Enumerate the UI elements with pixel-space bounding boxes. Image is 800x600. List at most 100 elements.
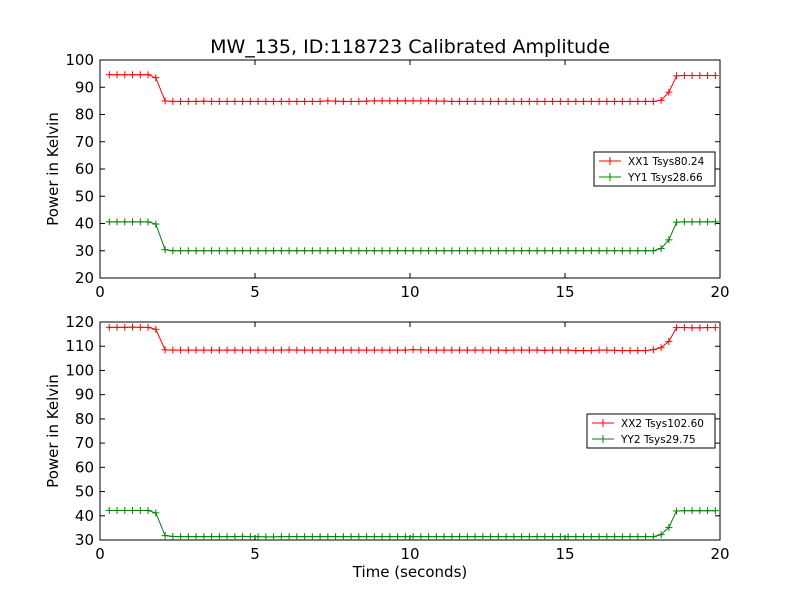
data-point	[432, 97, 440, 105]
data-point	[487, 97, 495, 105]
legend: XX1 Tsys80.24 YY1 Tsys28.66	[593, 151, 716, 187]
data-point	[448, 346, 456, 354]
data-point	[270, 97, 278, 105]
data-point	[370, 97, 378, 105]
data-point	[665, 88, 673, 96]
data-point	[177, 533, 185, 541]
data-point	[642, 247, 650, 255]
y-tick-label: 50	[75, 483, 94, 501]
data-point	[215, 247, 223, 255]
data-point	[113, 323, 121, 331]
data-point	[192, 346, 200, 354]
data-point	[541, 97, 549, 105]
data-point	[239, 346, 247, 354]
data-point	[518, 346, 526, 354]
data-point	[541, 247, 549, 255]
x-tick-label: 15	[555, 545, 574, 563]
data-point	[184, 346, 192, 354]
data-point	[479, 533, 487, 541]
data-point	[293, 346, 301, 354]
data-point	[239, 247, 247, 255]
series-yy	[105, 218, 719, 255]
data-point	[200, 533, 208, 541]
data-point	[144, 323, 152, 331]
data-point	[339, 247, 347, 255]
data-point	[603, 247, 611, 255]
data-point	[184, 97, 192, 105]
data-point	[363, 247, 371, 255]
data-point	[533, 533, 541, 541]
data-point	[680, 72, 688, 80]
data-point	[308, 247, 316, 255]
y-tick-label: 40	[75, 507, 94, 525]
data-point	[456, 346, 464, 354]
data-point	[634, 533, 642, 541]
data-point	[347, 97, 355, 105]
data-point	[355, 247, 363, 255]
data-point	[533, 97, 541, 105]
data-point	[355, 97, 363, 105]
data-point	[549, 533, 557, 541]
data-point	[518, 533, 526, 541]
data-point	[324, 346, 332, 354]
data-point	[401, 533, 409, 541]
legend-label: XX2 Tsys102.60	[621, 418, 704, 430]
data-point	[144, 71, 152, 79]
data-point	[347, 346, 355, 354]
data-point	[502, 247, 510, 255]
data-point	[595, 346, 603, 354]
data-point	[595, 247, 603, 255]
x-tick-label: 20	[710, 283, 729, 301]
data-point	[502, 97, 510, 105]
data-point	[401, 346, 409, 354]
data-point	[113, 71, 121, 79]
data-point	[285, 97, 293, 105]
data-point	[254, 533, 262, 541]
data-point	[456, 97, 464, 105]
data-point	[510, 97, 518, 105]
data-point	[417, 346, 425, 354]
data-point	[136, 323, 144, 331]
data-point	[192, 247, 200, 255]
data-point	[409, 346, 417, 354]
data-point	[642, 533, 650, 541]
data-point	[463, 97, 471, 105]
data-point	[192, 533, 200, 541]
data-point	[510, 346, 518, 354]
data-point	[136, 71, 144, 79]
data-point	[611, 247, 619, 255]
data-point	[394, 247, 402, 255]
data-point	[564, 533, 572, 541]
data-point	[285, 346, 293, 354]
x-tick-label: 5	[250, 283, 260, 301]
data-point	[347, 247, 355, 255]
data-point	[200, 97, 208, 105]
legend: XX2 Tsys102.60 YY2 Tsys29.75	[586, 413, 716, 449]
data-point	[603, 97, 611, 105]
data-point	[587, 347, 595, 355]
data-point	[129, 218, 137, 226]
data-point	[587, 247, 595, 255]
data-point	[386, 533, 394, 541]
data-point	[572, 347, 580, 355]
y-tick-label: 20	[75, 269, 94, 287]
data-point	[152, 509, 160, 517]
data-point	[711, 507, 719, 515]
data-point	[270, 533, 278, 541]
data-point	[409, 533, 417, 541]
y-axis-label: Power in Kelvin	[44, 112, 62, 226]
data-point	[136, 218, 144, 226]
data-point	[432, 247, 440, 255]
data-point	[293, 97, 301, 105]
y-tick-label: 60	[75, 458, 94, 476]
data-point	[479, 247, 487, 255]
bottom-subplot: 0 5 10 15 20 30 40 50 60 70 80 90 100 110 120 Power in …	[44, 313, 730, 563]
data-point	[642, 97, 650, 105]
data-point	[363, 97, 371, 105]
data-point	[696, 507, 704, 515]
data-point	[634, 347, 642, 355]
data-point	[254, 97, 262, 105]
data-point	[293, 247, 301, 255]
data-point	[417, 247, 425, 255]
